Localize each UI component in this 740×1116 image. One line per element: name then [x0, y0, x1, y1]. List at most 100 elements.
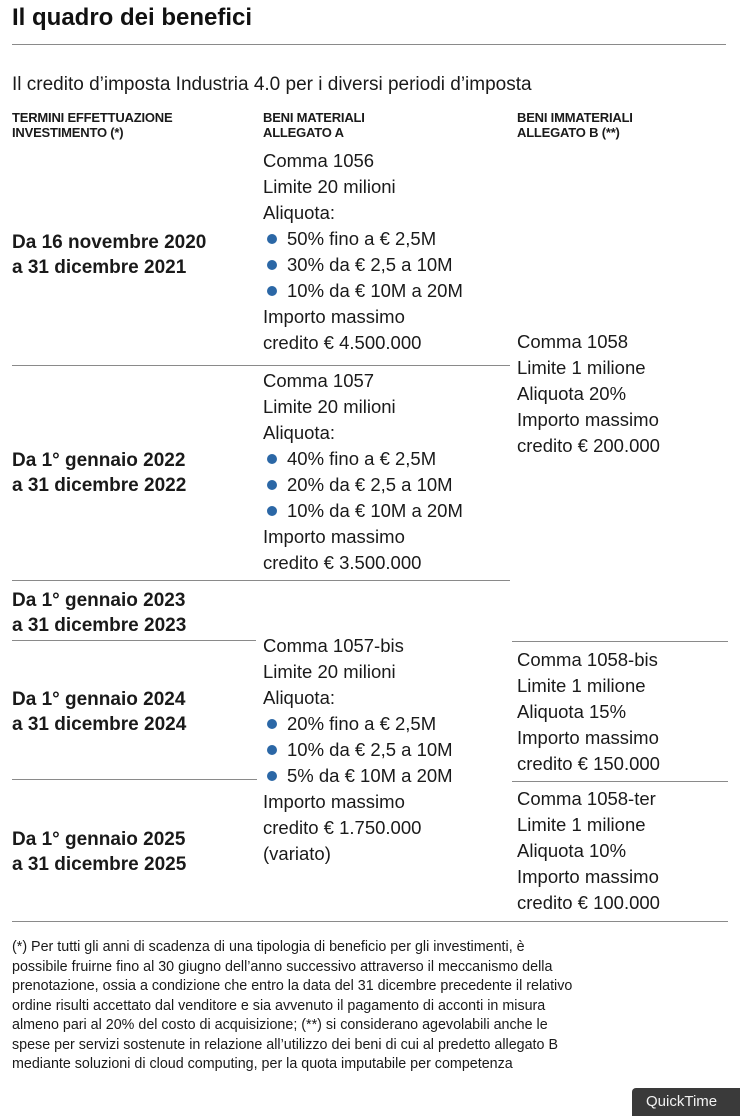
limite-label: Limite 1 milione — [517, 814, 646, 835]
period-2025: Da 1° gennaio 2025 a 31 dicembre 2025 — [12, 827, 186, 877]
immateriali-comma-1058-ter: Comma 1058-ter Limite 1 milione Aliquota… — [517, 786, 660, 916]
table-bottom-divider — [12, 921, 728, 922]
bullet-dot-icon — [267, 454, 277, 464]
comma-label: Comma 1057 — [263, 370, 375, 391]
row-divider — [12, 580, 510, 581]
importo-label: Importo massimo — [517, 866, 659, 887]
row-divider — [12, 640, 256, 641]
column-header-termini: TERMINI EFFETTUAZIONE INVESTIMENTO (*) — [12, 110, 173, 140]
comma-label: Comma 1056 — [263, 150, 375, 171]
importo-value: credito € 200.000 — [517, 435, 660, 456]
immateriali-comma-1058-bis: Comma 1058-bis Limite 1 milione Aliquota… — [517, 647, 660, 777]
importo-note: (variato) — [263, 843, 331, 864]
bullet-text: 5% da € 10M a 20M — [287, 765, 453, 786]
bullet-text: 10% da € 2,5 a 10M — [287, 739, 453, 760]
importo-value: credito € 3.500.000 — [263, 552, 422, 573]
column-header-line: ALLEGATO B (**) — [517, 125, 620, 140]
column-header-line: ALLEGATO A — [263, 125, 344, 140]
row-divider — [512, 641, 728, 642]
aliquota-label: Aliquota: — [263, 687, 335, 708]
bullet-dot-icon — [267, 286, 277, 296]
period-2024: Da 1° gennaio 2024 a 31 dicembre 2024 — [12, 687, 186, 737]
period-line: Da 16 novembre 2020 — [12, 232, 207, 253]
bullet-text: 50% fino a € 2,5M — [287, 228, 437, 249]
page-title: Il quadro dei benefici — [12, 4, 253, 31]
importo-value: credito € 150.000 — [517, 753, 660, 774]
footnote-line: mediante soluzioni di cloud computing, p… — [12, 1056, 513, 1072]
limite-label: Limite 20 milioni — [263, 176, 396, 197]
importo-value: credito € 1.750.000 — [263, 817, 422, 838]
period-2022: Da 1° gennaio 2022 a 31 dicembre 2022 — [12, 448, 186, 498]
footnote-line: spese per servizi sostenute in relazione… — [12, 1036, 558, 1053]
aliquota-bullet: 10% da € 10M a 20M — [263, 498, 463, 524]
bullet-text: 10% da € 10M a 20M — [287, 280, 463, 301]
importo-label: Importo massimo — [263, 791, 405, 812]
bullet-text: 30% da € 2,5 a 10M — [287, 254, 453, 275]
row-divider — [12, 365, 510, 366]
aliquota-label: Aliquota 15% — [517, 701, 627, 722]
bullet-dot-icon — [267, 745, 277, 755]
importo-label: Importo massimo — [517, 409, 659, 430]
aliquota-bullet: 50% fino a € 2,5M — [263, 226, 463, 252]
footnote-line: prenotazione, ossia a condizione che ent… — [12, 978, 573, 994]
limite-label: Limite 1 milione — [517, 357, 646, 378]
aliquota-bullet: 10% da € 10M a 20M — [263, 278, 463, 304]
column-header-line: BENI MATERIALI — [263, 110, 365, 125]
footnote-line: (*) Per tutti gli anni di scadenza di un… — [12, 939, 525, 955]
aliquota-bullet: 5% da € 10M a 20M — [263, 763, 453, 789]
bullet-dot-icon — [267, 234, 277, 244]
importo-label: Importo massimo — [517, 727, 659, 748]
bullet-dot-icon — [267, 480, 277, 490]
aliquota-bullet: 20% fino a € 2,5M — [263, 711, 453, 737]
materiali-comma-1057: Comma 1057 Limite 20 milioni Aliquota: 4… — [263, 368, 463, 576]
footnote-line: possibile fruirne fino al 30 giugno dell… — [12, 958, 553, 975]
period-line: a 31 dicembre 2022 — [12, 475, 187, 496]
aliquota-bullet: 40% fino a € 2,5M — [263, 446, 463, 472]
column-header-line: INVESTIMENTO (*) — [12, 125, 124, 140]
importo-value: credito € 100.000 — [517, 892, 660, 913]
limite-label: Limite 1 milione — [517, 675, 646, 696]
aliquota-bullet: 30% da € 2,5 a 10M — [263, 252, 463, 278]
aliquota-bullet: 10% da € 2,5 a 10M — [263, 737, 453, 763]
row-divider — [512, 781, 728, 782]
bullet-dot-icon — [267, 506, 277, 516]
period-2020-2021: Da 16 novembre 2020 a 31 dicembre 2021 — [12, 230, 206, 280]
importo-label: Importo massimo — [263, 526, 405, 547]
period-line: a 31 dicembre 2024 — [12, 714, 187, 735]
period-line: a 31 dicembre 2021 — [12, 257, 187, 278]
row-divider — [12, 779, 257, 780]
quicktime-badge[interactable]: QuickTime — [632, 1088, 740, 1116]
bullet-dot-icon — [267, 260, 277, 270]
limite-label: Limite 20 milioni — [263, 396, 396, 417]
importo-label: Importo massimo — [263, 306, 405, 327]
aliquota-label: Aliquota 20% — [517, 383, 627, 404]
aliquota-bullet: 20% da € 2,5 a 10M — [263, 472, 463, 498]
bullet-text: 20% da € 2,5 a 10M — [287, 474, 453, 495]
bullet-dot-icon — [267, 719, 277, 729]
period-line: a 31 dicembre 2023 — [12, 615, 187, 636]
column-header-line: BENI IMMATERIALI — [517, 110, 633, 125]
aliquota-label: Aliquota: — [263, 422, 335, 443]
importo-value: credito € 4.500.000 — [263, 332, 422, 353]
period-line: a 31 dicembre 2025 — [12, 854, 187, 875]
immateriali-comma-1058: Comma 1058 Limite 1 milione Aliquota 20%… — [517, 329, 660, 459]
title-divider — [12, 44, 726, 45]
aliquota-label: Aliquota 10% — [517, 840, 627, 861]
comma-label: Comma 1058-ter — [517, 788, 656, 809]
table-subtitle: Il credito d’imposta Industria 4.0 per i… — [12, 74, 532, 95]
period-2023: Da 1° gennaio 2023 a 31 dicembre 2023 — [12, 588, 186, 638]
footnote-line: ordine risulti accettato dal venditore e… — [12, 997, 546, 1014]
period-line: Da 1° gennaio 2025 — [12, 829, 186, 850]
bullet-text: 20% fino a € 2,5M — [287, 713, 437, 734]
bullet-text: 40% fino a € 2,5M — [287, 448, 437, 469]
column-header-beni-materiali: BENI MATERIALI ALLEGATO A — [263, 110, 365, 140]
column-header-line: TERMINI EFFETTUAZIONE — [12, 110, 173, 125]
comma-label: Comma 1058-bis — [517, 649, 658, 670]
materiali-comma-1057-bis: Comma 1057-bis Limite 20 milioni Aliquot… — [263, 633, 453, 867]
limite-label: Limite 20 milioni — [263, 661, 396, 682]
bullet-dot-icon — [267, 771, 277, 781]
footnote-line: almeno pari al 20% del costo di acquisiz… — [12, 1017, 548, 1033]
period-line: Da 1° gennaio 2023 — [12, 590, 186, 611]
column-header-beni-immateriali: BENI IMMATERIALI ALLEGATO B (**) — [517, 110, 633, 140]
comma-label: Comma 1057-bis — [263, 635, 404, 656]
